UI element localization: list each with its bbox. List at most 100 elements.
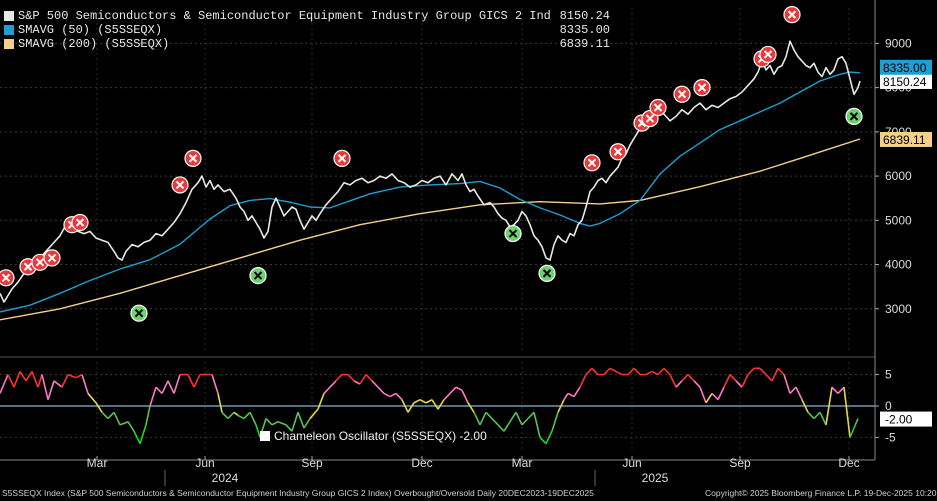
oscillator-segment: [119, 420, 129, 426]
oscillator-segment: [533, 412, 541, 438]
overbought-marker: [184, 149, 202, 167]
overbought-marker: [171, 176, 189, 194]
oscillator-segment: [771, 367, 779, 382]
y-tick-label: 6000: [885, 169, 912, 183]
oscillator-segment: [359, 374, 367, 385]
legend-item-sma50[interactable]: SMAVG (50) (S5SSEQX) 8335.00: [4, 23, 610, 37]
oscillator-segment: [627, 367, 635, 376]
oscillator-segment: [53, 380, 63, 388]
oscillator-segment: [479, 411, 487, 426]
oscillator-segment: [699, 386, 707, 404]
oscillator-segment: [255, 424, 261, 438]
osc-value-tag-label: -2.00: [885, 413, 913, 427]
legend-item-sma200[interactable]: SMAVG (200) (S5SSEQX) 6839.11: [4, 37, 610, 51]
oscillator-legend-swatch: [260, 431, 270, 441]
legend: S&P 500 Semiconductors & Semiconductor E…: [4, 9, 610, 51]
legend-item-index[interactable]: S&P 500 Semiconductors & Semiconductor E…: [4, 9, 610, 23]
footer-copyright: Copyright© 2025 Bloomberg Finance L.P. 1…: [705, 488, 937, 498]
oscillator-segment: [25, 370, 33, 382]
price-tag: 8335.00: [880, 59, 932, 75]
oscillator-segment: [717, 386, 725, 401]
oscillator-segment: [819, 411, 827, 426]
oscillator-segment: [401, 399, 409, 413]
oscillator-segment: [353, 380, 361, 385]
price-tag: 6839.11: [880, 131, 932, 147]
oscillator-segment: [455, 386, 463, 391]
x-tick-label: Dec: [838, 456, 859, 470]
oscillator-segment: [853, 418, 859, 429]
x-year-label: 2025: [642, 471, 669, 485]
legend-swatch-sma50: [4, 25, 14, 35]
overbought-marker: [333, 149, 351, 167]
oscillator-segment: [651, 370, 659, 376]
oscillator-segment: [227, 411, 235, 420]
oversold-marker-x: [508, 229, 518, 238]
oscillator-segment: [563, 392, 569, 401]
overbought-marker-x: [23, 262, 33, 271]
oscillator-segment: [407, 402, 415, 413]
oversold-marker: [538, 264, 556, 282]
overbought-marker-x: [763, 50, 773, 59]
oversold-marker-x: [849, 112, 859, 121]
oscillator-segment: [795, 386, 803, 401]
overbought-marker-x: [653, 103, 663, 112]
sma50-line: [0, 71, 861, 313]
oscillator-segment: [633, 367, 641, 376]
overbought-marker: [693, 79, 711, 97]
oscillator-segment: [139, 424, 147, 444]
legend-value-sma200: 6839.11: [559, 37, 610, 51]
x-tick-label: Mar: [512, 456, 533, 470]
oscillator-segment: [107, 411, 115, 420]
oscillator-segment: [813, 411, 821, 420]
oscillator-segment: [101, 411, 109, 420]
oversold-marker: [249, 266, 267, 285]
overbought-marker: [43, 249, 61, 267]
legend-swatch-index: [4, 11, 14, 21]
oscillator-segment: [801, 399, 809, 413]
overbought-marker: [673, 85, 691, 103]
overbought-marker-x: [337, 154, 347, 163]
oscillator-segment: [585, 367, 593, 376]
oscillator-segment: [467, 402, 475, 413]
x-tick-label: Sep: [301, 456, 323, 470]
oscillator-segment: [377, 386, 385, 394]
oscillator-segment: [419, 399, 427, 404]
legend-value-sma50: 8335.00: [559, 23, 610, 37]
osc-y-tick-label: -5: [885, 430, 896, 444]
oscillator-segment: [747, 367, 755, 376]
sma200-line: [0, 138, 861, 321]
oscillator-segment: [237, 414, 245, 420]
osc-value-tag: -2.00: [880, 411, 932, 427]
oscillator-segment: [41, 374, 49, 400]
oscillator-segment: [437, 399, 445, 410]
oscillator-segment: [95, 402, 103, 413]
oscillator-segment: [735, 380, 743, 388]
oversold-marker-x: [134, 308, 144, 318]
overbought-marker: [609, 143, 627, 161]
oscillator-segment: [285, 424, 293, 432]
oscillator-segment: [389, 392, 397, 398]
oscillator-segment: [515, 411, 523, 426]
oscillator-segment: [759, 367, 767, 376]
oscillator-segment: [0, 374, 9, 394]
overbought-marker-x: [787, 10, 797, 19]
price-tag: 8150.24: [880, 73, 932, 89]
oscillator-segment: [217, 393, 223, 413]
oscillator-segment: [413, 399, 421, 404]
oscillator-segment: [539, 436, 547, 445]
oscillator-segment: [837, 386, 845, 394]
oscillator-segment: [291, 412, 299, 432]
y-tick-label: 3000: [885, 302, 912, 316]
oscillator-segment: [711, 392, 719, 401]
oscillator-segment: [211, 374, 219, 394]
oscillator-segment: [741, 374, 749, 388]
oscillator-segment: [831, 386, 839, 394]
axes-group: 3000400050006000700080009000-505MarJunSe…: [0, 0, 912, 486]
oscillator-segment: [145, 405, 151, 426]
oscillator-legend[interactable]: Chameleon Oscillator (S5SSEQX) -2.00: [260, 429, 487, 443]
oscillator-segment: [591, 367, 599, 376]
overbought-marker: [759, 45, 777, 64]
oscillator-segment: [431, 399, 439, 410]
oscillator-segment: [521, 418, 529, 426]
oscillator-segment: [579, 374, 587, 388]
